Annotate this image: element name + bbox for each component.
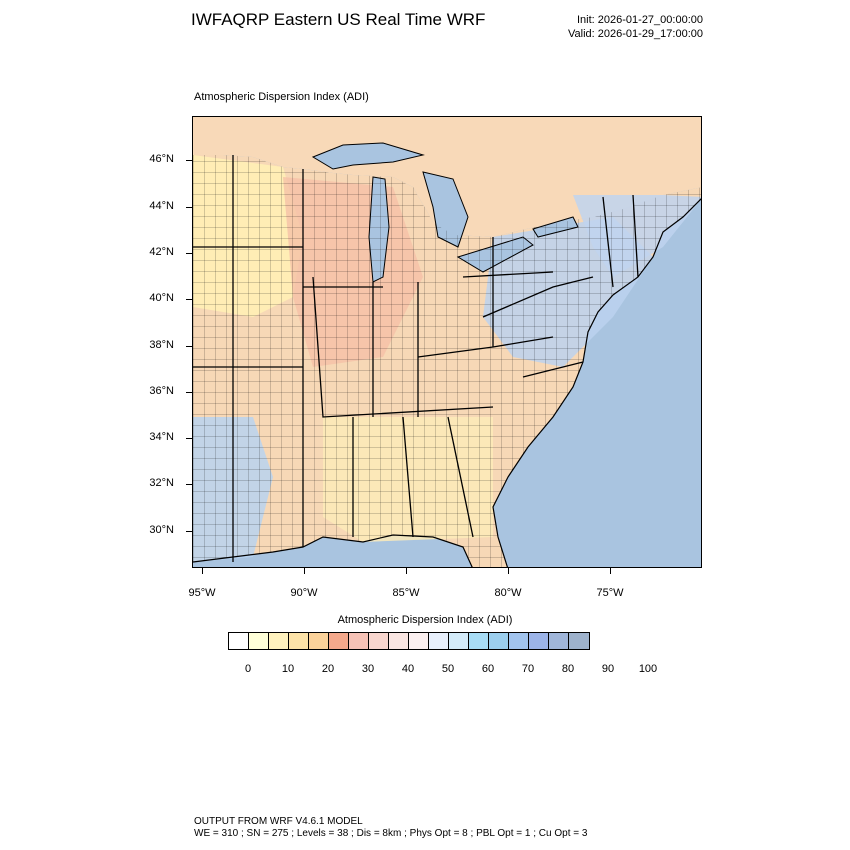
lat-label-34: 34°N bbox=[149, 431, 174, 443]
colorbar-box bbox=[529, 633, 549, 649]
lat-tick bbox=[186, 299, 192, 300]
lon-label-90: 90°W bbox=[290, 587, 318, 599]
colorbar-label: 70 bbox=[521, 663, 535, 675]
lat-tick bbox=[186, 160, 192, 161]
lat-tick bbox=[186, 531, 192, 532]
colorbar-box bbox=[389, 633, 409, 649]
colorbar-box bbox=[329, 633, 349, 649]
colorbar-box bbox=[269, 633, 289, 649]
page-title: IWFAQRP Eastern US Real Time WRF bbox=[191, 10, 486, 29]
colorbar-box bbox=[469, 633, 489, 649]
map-subtitle: Atmospheric Dispersion Index (ADI) bbox=[194, 91, 369, 103]
state-borders bbox=[193, 155, 639, 562]
lat-tick bbox=[186, 253, 192, 254]
lat-label-36: 36°N bbox=[149, 385, 174, 397]
adi-map bbox=[193, 117, 701, 567]
lon-tick bbox=[610, 568, 611, 574]
colorbar-label: 60 bbox=[481, 663, 495, 675]
lon-label-85: 85°W bbox=[392, 587, 420, 599]
lat-label-46: 46°N bbox=[149, 153, 174, 165]
colorbar-box bbox=[349, 633, 369, 649]
colorbar-label: 10 bbox=[281, 663, 295, 675]
lon-tick bbox=[508, 568, 509, 574]
lat-label-44: 44°N bbox=[149, 200, 174, 212]
lon-tick bbox=[202, 568, 203, 574]
model-line-2: WE = 310 ; SN = 275 ; Levels = 38 ; Dis … bbox=[194, 828, 588, 839]
colorbar-box bbox=[289, 633, 309, 649]
model-info: OUTPUT FROM WRF V4.6.1 MODEL WE = 310 ; … bbox=[194, 816, 587, 840]
lat-label-40: 40°N bbox=[149, 292, 174, 304]
colorbar-box bbox=[449, 633, 469, 649]
colorbar-box bbox=[509, 633, 529, 649]
lon-label-75: 75°W bbox=[596, 587, 624, 599]
colorbar-label: 90 bbox=[601, 663, 615, 675]
colorbar-box bbox=[489, 633, 509, 649]
colorbar-box bbox=[569, 633, 589, 649]
valid-time: Valid: 2026-01-29_17:00:00 bbox=[568, 28, 703, 40]
lat-tick bbox=[186, 207, 192, 208]
lat-tick bbox=[186, 346, 192, 347]
colorbar-box bbox=[369, 633, 389, 649]
lon-label-80: 80°W bbox=[494, 587, 522, 599]
colorbar-label: 40 bbox=[401, 663, 415, 675]
colorbar-box bbox=[229, 633, 249, 649]
colorbar-label: 30 bbox=[361, 663, 375, 675]
lon-tick bbox=[304, 568, 305, 574]
colorbar-label: 50 bbox=[441, 663, 455, 675]
colorbar-label: 80 bbox=[561, 663, 575, 675]
model-line-1: OUTPUT FROM WRF V4.6.1 MODEL bbox=[194, 816, 363, 827]
init-time: Init: 2026-01-27_00:00:00 bbox=[577, 14, 703, 26]
colorbar-box bbox=[249, 633, 269, 649]
lon-label-95: 95°W bbox=[188, 587, 216, 599]
colorbar-box bbox=[409, 633, 429, 649]
colorbar-label: 0 bbox=[244, 663, 252, 675]
colorbar-label: 20 bbox=[321, 663, 335, 675]
colorbar-box bbox=[429, 633, 449, 649]
map-panel bbox=[192, 116, 702, 568]
lat-tick bbox=[186, 484, 192, 485]
colorbar-box bbox=[309, 633, 329, 649]
lat-tick bbox=[186, 392, 192, 393]
lat-label-30: 30°N bbox=[149, 524, 174, 536]
colorbar bbox=[228, 632, 590, 650]
canada-land bbox=[193, 117, 701, 237]
lat-tick bbox=[186, 438, 192, 439]
colorbar-label: 100 bbox=[638, 663, 658, 675]
lat-label-38: 38°N bbox=[149, 339, 174, 351]
colorbar-title: Atmospheric Dispersion Index (ADI) bbox=[337, 614, 513, 626]
colorbar-box bbox=[549, 633, 569, 649]
lake-superior bbox=[311, 142, 425, 170]
run-times: Init: 2026-01-27_00:00:00 Valid: 2026-01… bbox=[568, 13, 703, 41]
lat-label-42: 42°N bbox=[149, 246, 174, 258]
lat-label-32: 32°N bbox=[149, 477, 174, 489]
coastline bbox=[193, 198, 701, 567]
lon-tick bbox=[406, 568, 407, 574]
